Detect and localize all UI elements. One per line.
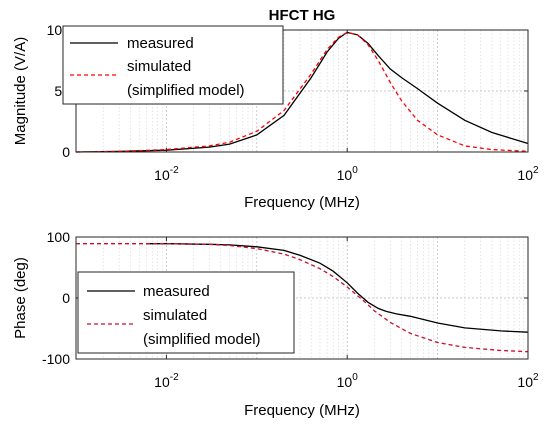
magnitude-x-tick-label: 100: [337, 165, 359, 183]
phase-series-simulated-line: [76, 243, 529, 353]
phase-legend-box: [77, 271, 295, 354]
phase-series: [76, 243, 529, 353]
phase-x-tick-label: 10-2: [154, 372, 179, 390]
magnitude-y-tick-label: 0: [62, 144, 70, 160]
phase-y-axis-label: Phase (deg): [12, 257, 29, 339]
magnitude-x-tick-label: 10-2: [154, 165, 179, 183]
magnitude-legend-box: [62, 25, 284, 105]
phase-x-tick-label: 100: [337, 372, 359, 390]
legend-entry-measured: measured: [127, 35, 194, 52]
legend-entry-simulated: simulated: [127, 58, 191, 75]
phase-panel: 10-2 100 102 -100 0 100 Frequency (MHz) Phase…: [12, 229, 539, 419]
legend-entry-simulated: simulated: [143, 307, 207, 324]
phase-x-tick-label: 102: [517, 372, 539, 390]
phase-y-tick-label: 0: [62, 290, 70, 306]
magnitude-x-axis-label: Frequency (MHz): [244, 194, 360, 211]
legend-entry-simplified-model: (simplified model): [143, 331, 261, 348]
phase-series-measured-line: [146, 243, 529, 333]
phase-legend: measured simulated (simplified model): [77, 271, 295, 354]
phase-y-tick-label: 100: [47, 229, 71, 245]
magnitude-x-tick-label: 102: [517, 165, 539, 183]
phase-ticks: 10-2 100 102 -100 0 100: [42, 229, 539, 390]
magnitude-y-axis-label: Magnitude (V/A): [12, 37, 29, 145]
chart-title: HFCT HG: [269, 7, 336, 24]
legend-entry-simplified-model: (simplified model): [127, 82, 245, 99]
legend-entry-measured: measured: [143, 283, 210, 300]
phase-y-tick-label: -100: [42, 351, 70, 367]
magnitude-series-simulated-line: [75, 31, 529, 153]
phase-x-axis-label: Frequency (MHz): [244, 402, 360, 419]
magnitude-legend: measured simulated (simplified model): [62, 25, 284, 105]
